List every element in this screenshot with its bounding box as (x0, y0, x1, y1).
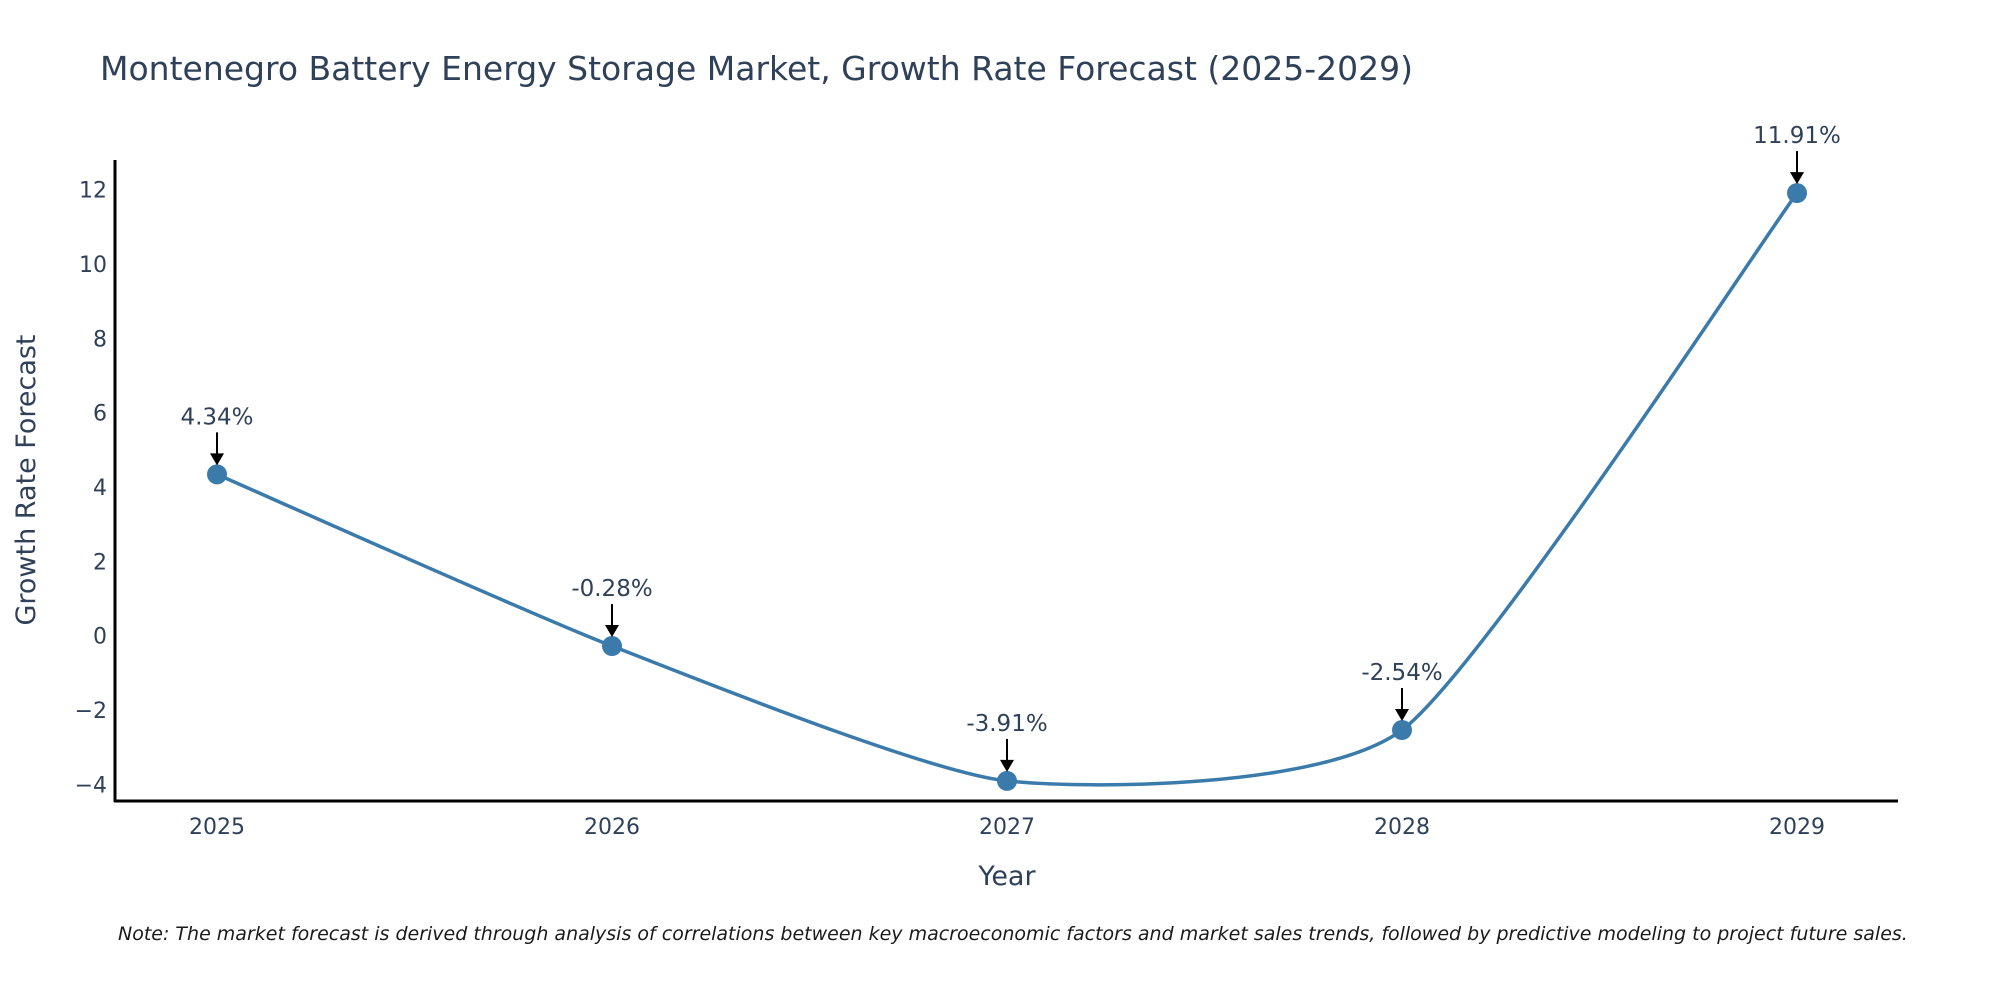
data-point (602, 636, 622, 657)
y-tick-label: 6 (93, 402, 107, 427)
x-tick-label: 2028 (1374, 815, 1430, 840)
x-tick-label: 2027 (979, 815, 1035, 840)
data-points (207, 183, 1807, 791)
y-axis-ticks: −4 −2 0 2 4 6 8 10 12 (75, 179, 107, 799)
y-tick-label: −4 (75, 773, 107, 798)
data-label: 11.91% (1753, 123, 1841, 149)
y-tick-label: 10 (79, 253, 107, 278)
y-tick-label: 0 (93, 625, 107, 650)
x-tick-label: 2029 (1769, 815, 1825, 840)
y-tick-label: 4 (93, 476, 107, 501)
data-label: -3.91% (966, 711, 1047, 737)
data-point (1392, 720, 1412, 741)
data-point (207, 464, 227, 485)
annotation-arrow-head (210, 453, 224, 466)
series-line (216, 192, 1799, 787)
annotation-arrow-head (605, 625, 619, 638)
chart-title: Montenegro Battery Energy Storage Market… (100, 49, 1413, 88)
x-axis-ticks: 2025 2026 2027 2028 2029 (189, 815, 1825, 840)
y-tick-label: 12 (79, 179, 107, 204)
x-tick-label: 2025 (189, 815, 245, 840)
annotation-arrow-head (1790, 172, 1804, 185)
y-axis-title: Growth Rate Forecast (11, 334, 42, 625)
data-point (1787, 183, 1807, 204)
data-label: -0.28% (571, 576, 652, 602)
data-point (997, 770, 1017, 791)
x-tick-label: 2026 (584, 815, 640, 840)
data-annotation: 4.34% (180, 404, 254, 466)
data-annotation: -3.91% (966, 711, 1048, 772)
data-annotation: -0.28% (571, 576, 653, 638)
y-tick-label: 8 (93, 327, 107, 352)
footnote: Note: The market forecast is derived thr… (118, 923, 1908, 945)
annotation-arrow-head (1395, 709, 1409, 722)
data-annotation: 11.91% (1753, 123, 1841, 185)
annotation-arrow-head (1000, 759, 1014, 772)
y-tick-label: −2 (75, 699, 107, 724)
data-label: -2.54% (1361, 660, 1442, 686)
data-annotation: -2.54% (1361, 660, 1443, 722)
y-tick-label: 2 (93, 550, 107, 575)
data-annotations: 4.34% -0.28% -3.91% -2.54% 11.91% (180, 123, 1841, 772)
data-label: 4.34% (180, 404, 253, 430)
x-axis-title: Year (977, 861, 1036, 892)
